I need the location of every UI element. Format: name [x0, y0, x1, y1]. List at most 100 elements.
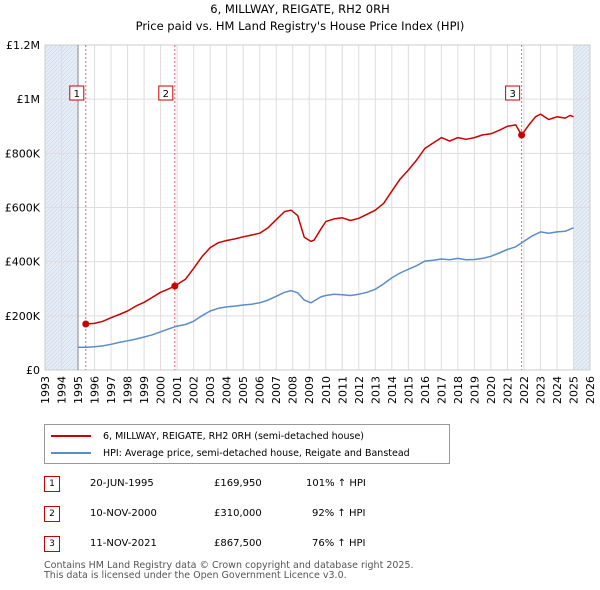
- x-tick-label: 2021: [501, 376, 514, 404]
- hatch-line: [573, 136, 591, 154]
- x-tick-label: 2024: [551, 376, 564, 404]
- y-tick-label: £400K: [5, 256, 41, 269]
- hatch-line: [573, 276, 591, 294]
- x-tick-label: 1999: [138, 376, 151, 404]
- x-tick-label: 2020: [485, 376, 498, 404]
- x-tick-label: 2005: [237, 376, 250, 404]
- hatch-line: [573, 44, 590, 62]
- hatch-line: [573, 172, 591, 190]
- hatch-line: [59, 351, 79, 371]
- hatch-line: [573, 196, 591, 214]
- hatch-line: [67, 359, 79, 371]
- hatch-line: [573, 252, 591, 270]
- table-row: 3 11-NOV-2021 £867,500 76% ↑ HPI: [44, 536, 444, 552]
- sale-label-box: [69, 85, 85, 101]
- x-tick-label: 2018: [452, 376, 465, 404]
- hatch-line: [573, 72, 591, 90]
- hatch-line: [573, 156, 591, 174]
- legend-swatch-property: [51, 435, 91, 437]
- legend-item-property: 6, MILLWAY, REIGATE, RH2 0RH (semi-detac…: [51, 429, 364, 443]
- y-tick-label: £1.2M: [6, 39, 40, 52]
- sale-badge: 1: [44, 476, 60, 492]
- hatch-line: [44, 44, 74, 74]
- hatch-line: [573, 324, 591, 342]
- hatch-line: [573, 148, 591, 166]
- hatch-line: [63, 355, 79, 371]
- hatch-line: [573, 340, 591, 358]
- sale-hpi: 92% ↑ HPI: [312, 508, 366, 519]
- x-tick-label: 2000: [155, 376, 168, 404]
- hatch-line: [573, 176, 591, 194]
- hatch-line: [573, 44, 582, 54]
- hatch-line: [573, 212, 591, 230]
- y-tick-label: £200K: [5, 310, 41, 323]
- x-tick-label: 1996: [89, 376, 102, 404]
- x-tick-label: 2022: [518, 376, 531, 404]
- hatch-line: [573, 352, 591, 370]
- hatch-line: [573, 64, 591, 82]
- sale-badge: 3: [44, 536, 60, 552]
- hatch-line: [573, 328, 591, 346]
- legend-swatch-hpi: [51, 452, 91, 454]
- x-tick-label: 2009: [303, 376, 316, 404]
- x-tick-label: 2012: [353, 376, 366, 404]
- x-tick-label: 2004: [221, 376, 234, 404]
- hatch-line: [573, 292, 591, 310]
- table-row: 1 20-JUN-1995 £169,950 101% ↑ HPI: [44, 476, 444, 492]
- hatch-line: [573, 116, 591, 134]
- hatch-line: [55, 347, 79, 371]
- hatch-line: [573, 300, 591, 318]
- hatch-line: [47, 339, 79, 371]
- hatch-line: [573, 128, 591, 146]
- x-tick-label: 2023: [534, 376, 547, 404]
- x-tick-label: 2007: [270, 376, 283, 404]
- hatch-line: [573, 288, 591, 306]
- y-tick-label: £0: [26, 364, 40, 377]
- hatch-line: [573, 256, 591, 274]
- hatch-line: [573, 100, 591, 118]
- hatch-line: [573, 272, 591, 290]
- hatch-line: [580, 360, 591, 371]
- hatch-line: [44, 44, 78, 78]
- x-tick-label: 2017: [435, 376, 448, 404]
- sale-label: 2: [163, 89, 169, 100]
- sale-label-box: [158, 85, 174, 101]
- hatch-line: [573, 240, 591, 258]
- legend-label-hpi: HPI: Average price, semi-detached house,…: [103, 447, 410, 459]
- chart-legend: 6, MILLWAY, REIGATE, RH2 0RH (semi-detac…: [44, 424, 450, 464]
- sale-price: £310,000: [214, 508, 262, 519]
- x-tick-label: 1997: [105, 376, 118, 404]
- hatch-line: [573, 76, 591, 94]
- hatch-line: [573, 320, 591, 338]
- hatch-line: [573, 264, 591, 282]
- sale-date: 11-NOV-2021: [90, 538, 157, 549]
- hatch-line: [573, 236, 591, 254]
- table-row: 2 10-NOV-2000 £310,000 92% ↑ HPI: [44, 506, 444, 522]
- y-tick-label: £800K: [5, 147, 41, 160]
- hatch-line: [573, 60, 591, 78]
- hatch-line: [573, 44, 586, 58]
- hatch-line: [573, 168, 591, 186]
- sale-point: [82, 320, 90, 328]
- series-line: [78, 227, 574, 349]
- hatch-line: [44, 44, 58, 58]
- sale-date: 10-NOV-2000: [90, 508, 157, 519]
- sale-date: 20-JUN-1995: [90, 478, 154, 489]
- footer-license: This data is licensed under the Open Gov…: [44, 570, 347, 581]
- hatch-line: [573, 88, 591, 106]
- hatch-line: [573, 208, 591, 226]
- x-tick-label: 2008: [287, 376, 300, 404]
- hatch-line: [71, 363, 79, 371]
- hatch-line: [573, 188, 591, 206]
- hatch-line: [573, 56, 591, 74]
- x-tick-label: 2010: [320, 376, 333, 404]
- y-tick-label: £1M: [17, 93, 41, 106]
- x-tick-label: 2019: [468, 376, 481, 404]
- x-tick-label: 2013: [369, 376, 382, 404]
- hatch-line: [573, 244, 591, 262]
- x-tick-label: 1994: [56, 376, 69, 404]
- sale-badge: 2: [44, 506, 60, 522]
- hatch-line: [576, 356, 591, 371]
- hatch-line: [573, 132, 591, 150]
